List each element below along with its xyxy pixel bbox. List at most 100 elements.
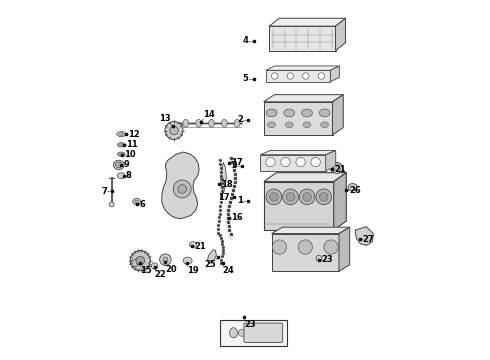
Circle shape <box>296 157 305 167</box>
Polygon shape <box>260 150 336 155</box>
Circle shape <box>324 240 338 254</box>
Text: 3: 3 <box>231 161 237 170</box>
Text: 5: 5 <box>243 75 248 84</box>
Ellipse shape <box>230 328 238 338</box>
Circle shape <box>130 251 150 271</box>
Ellipse shape <box>348 184 357 191</box>
Polygon shape <box>336 18 345 50</box>
Text: 14: 14 <box>203 110 215 119</box>
Circle shape <box>239 329 245 336</box>
Circle shape <box>178 185 187 193</box>
Polygon shape <box>269 26 336 50</box>
Ellipse shape <box>118 143 125 147</box>
Text: 11: 11 <box>126 140 138 149</box>
Text: 15: 15 <box>140 266 152 275</box>
Text: 12: 12 <box>128 130 140 139</box>
Circle shape <box>271 73 278 79</box>
Ellipse shape <box>135 200 139 203</box>
Circle shape <box>303 73 309 79</box>
Ellipse shape <box>117 132 126 136</box>
Ellipse shape <box>209 120 214 127</box>
Ellipse shape <box>133 198 141 205</box>
Text: 21: 21 <box>194 242 206 251</box>
Polygon shape <box>220 163 226 194</box>
Ellipse shape <box>116 162 122 168</box>
Text: 8: 8 <box>126 171 132 180</box>
Ellipse shape <box>284 109 294 117</box>
Circle shape <box>319 193 328 201</box>
Text: 27: 27 <box>363 235 374 244</box>
Text: 24: 24 <box>223 266 235 275</box>
Ellipse shape <box>183 120 189 127</box>
Circle shape <box>109 202 114 207</box>
Text: 4: 4 <box>243 36 248 45</box>
Polygon shape <box>271 227 350 234</box>
Ellipse shape <box>333 165 341 174</box>
Circle shape <box>287 73 294 79</box>
Circle shape <box>165 122 183 139</box>
Polygon shape <box>264 95 343 102</box>
Ellipse shape <box>119 133 123 135</box>
Circle shape <box>286 193 295 201</box>
Polygon shape <box>266 66 339 70</box>
Polygon shape <box>339 227 350 271</box>
Bar <box>220 320 287 346</box>
Circle shape <box>272 240 287 254</box>
Ellipse shape <box>266 109 277 117</box>
Text: 2: 2 <box>237 115 243 124</box>
Polygon shape <box>162 152 199 219</box>
Text: 6: 6 <box>139 200 145 209</box>
Circle shape <box>151 263 158 269</box>
Circle shape <box>266 189 282 205</box>
Ellipse shape <box>268 122 275 128</box>
Circle shape <box>281 157 290 167</box>
FancyBboxPatch shape <box>244 323 283 342</box>
Circle shape <box>283 189 298 205</box>
Polygon shape <box>264 102 333 135</box>
Polygon shape <box>330 66 339 82</box>
Ellipse shape <box>234 120 240 127</box>
Circle shape <box>311 157 320 167</box>
Ellipse shape <box>331 162 343 176</box>
Circle shape <box>303 193 312 201</box>
Circle shape <box>316 189 332 205</box>
Text: 16: 16 <box>231 213 243 222</box>
Text: 26: 26 <box>349 185 361 194</box>
Ellipse shape <box>320 122 329 128</box>
Polygon shape <box>269 18 345 26</box>
Circle shape <box>136 256 145 265</box>
Text: 25: 25 <box>204 260 216 269</box>
Polygon shape <box>334 173 346 230</box>
Text: 1: 1 <box>237 196 243 205</box>
Circle shape <box>318 73 324 79</box>
Ellipse shape <box>117 173 125 179</box>
Text: 9: 9 <box>123 161 129 170</box>
Polygon shape <box>264 181 334 230</box>
Circle shape <box>131 260 138 267</box>
Ellipse shape <box>319 109 330 117</box>
Circle shape <box>266 157 275 167</box>
Text: 23: 23 <box>245 320 256 329</box>
Circle shape <box>298 240 313 254</box>
Polygon shape <box>264 173 346 181</box>
Ellipse shape <box>118 152 125 156</box>
Text: 22: 22 <box>155 270 167 279</box>
Circle shape <box>170 126 178 135</box>
Text: 17: 17 <box>219 193 230 202</box>
Circle shape <box>173 180 191 198</box>
Circle shape <box>316 255 322 261</box>
Text: 7: 7 <box>101 187 107 196</box>
Ellipse shape <box>196 120 201 127</box>
Text: 18: 18 <box>221 180 233 189</box>
Polygon shape <box>271 234 339 271</box>
Ellipse shape <box>303 122 311 128</box>
Ellipse shape <box>285 122 293 128</box>
Polygon shape <box>260 155 326 171</box>
Circle shape <box>270 193 278 201</box>
Text: 17: 17 <box>231 158 242 167</box>
Ellipse shape <box>120 144 123 146</box>
Ellipse shape <box>113 160 124 170</box>
Polygon shape <box>333 95 343 135</box>
Circle shape <box>160 254 171 265</box>
Text: 23: 23 <box>322 255 333 264</box>
